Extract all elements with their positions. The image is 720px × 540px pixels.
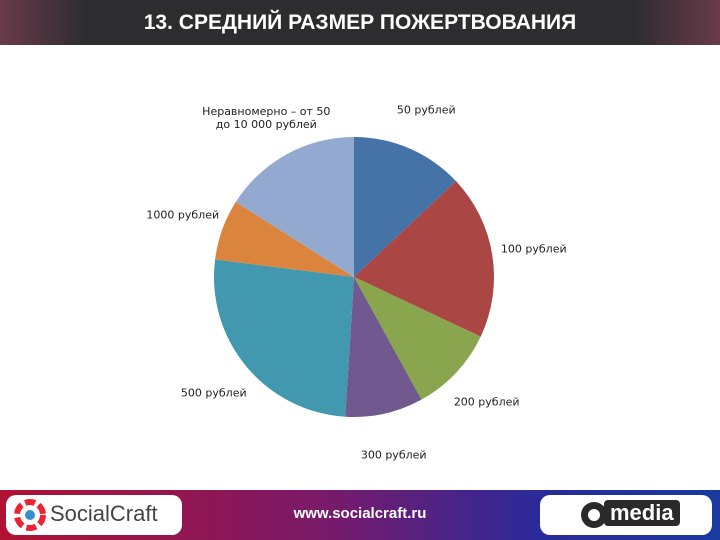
logo-icon: [14, 499, 46, 531]
slide-title: 13. СРЕДНИЙ РАЗМЕР ПОЖЕРТВОВАНИЯ: [0, 0, 720, 45]
slice-label: 100 рублей: [500, 242, 567, 256]
slice-label: 500 рублей: [180, 386, 247, 400]
pie-slice: [215, 201, 354, 277]
pie-slice: [354, 277, 481, 400]
pie-slice: [354, 181, 494, 337]
footer: SocialCraft www.socialcraft.ru media: [0, 490, 720, 540]
logo-text: SocialCraft: [50, 501, 158, 526]
pie-slice: [345, 277, 422, 418]
pie-slice: [213, 259, 354, 417]
pie-slice: [235, 137, 354, 277]
slice-label: 1000 рублей: [146, 208, 220, 222]
logo-text: media: [604, 500, 680, 526]
logo-icon: [581, 502, 607, 528]
pie-slice: [354, 137, 457, 277]
slice-label: 50 рублей: [396, 103, 456, 117]
slice-label: 300 рублей: [360, 448, 427, 462]
slice-label: 200 рублей: [453, 395, 520, 409]
slice-label: Неравномерно – от 50 до 10 000 рублей: [202, 104, 331, 131]
url: www.socialcraft.ru: [293, 505, 427, 522]
socialcraft-logo: SocialCraft: [6, 495, 182, 535]
cmedia-logo: media: [540, 495, 712, 535]
